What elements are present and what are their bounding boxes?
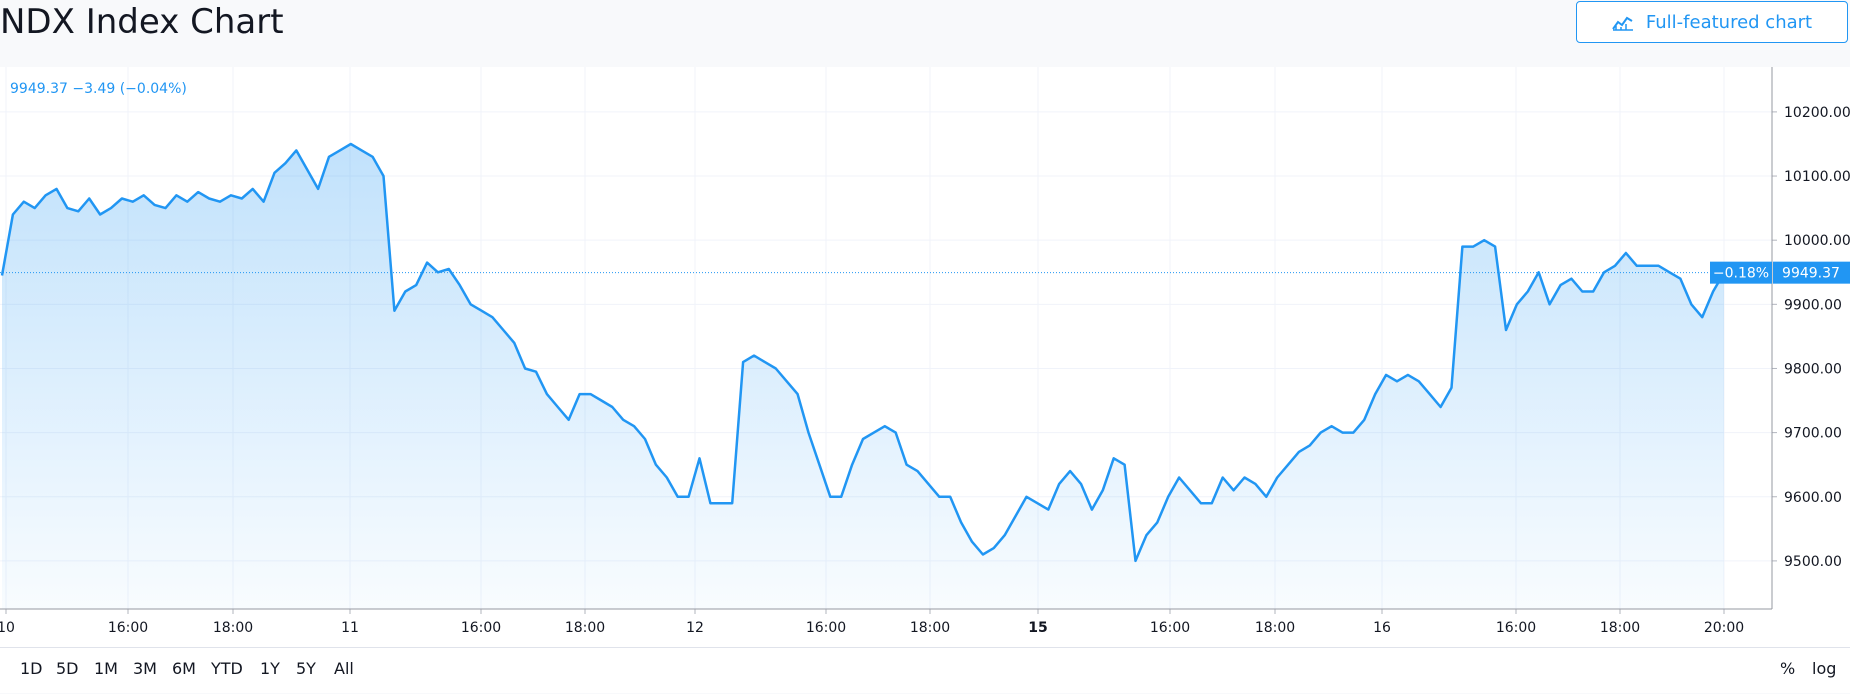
- pct-change-label: −0.18%: [1713, 266, 1769, 282]
- legend-change: −3.49: [72, 81, 116, 97]
- timeframe-1m-button[interactable]: 1M: [94, 659, 118, 678]
- x-tick-label: 16:00: [806, 620, 846, 636]
- legend-price: 9949.37: [10, 81, 68, 97]
- x-tick-label: 18:00: [1600, 620, 1640, 636]
- timeframe-1d-button[interactable]: 1D: [20, 659, 43, 678]
- y-tick-label: 9500.00: [1784, 554, 1842, 570]
- y-tick-label: 10100.00: [1784, 169, 1850, 185]
- series-line: [0, 142, 1726, 563]
- x-tick-label: 10: [0, 620, 15, 636]
- x-tick-label: 18:00: [213, 620, 253, 636]
- timeframe-1y-button[interactable]: 1Y: [260, 659, 280, 678]
- y-tick-label: 9900.00: [1784, 297, 1842, 313]
- percent-scale-button[interactable]: %: [1780, 659, 1796, 678]
- x-tick-label: 11: [341, 620, 359, 636]
- price-legend: 9949.37 −3.49 (−0.04%): [10, 81, 187, 97]
- y-tick-label: 10200.00: [1784, 105, 1850, 121]
- timeframe-bar: 1D 5D 1M 3M 6M YTD 1Y 5Y All % log: [0, 647, 1850, 694]
- timeframe-5d-button[interactable]: 5D: [56, 659, 79, 678]
- last-price-badge: [1773, 261, 1850, 284]
- legend-change-pct: (−0.04%): [119, 81, 187, 97]
- x-tick-label: 18:00: [1255, 620, 1295, 636]
- timeframe-all-button[interactable]: All: [334, 659, 354, 678]
- price-chart[interactable]: 10200.00 10100.00 10000.00 9900.00 9800.00 97…: [0, 67, 1850, 647]
- y-tick-label: 9700.00: [1784, 426, 1842, 442]
- y-tick-label: 9600.00: [1784, 490, 1842, 506]
- x-tick-label: 20:00: [1704, 620, 1744, 636]
- page-title: NDX Index Chart: [0, 2, 284, 42]
- x-tick-label: 15: [1028, 620, 1047, 636]
- x-tick-label: 18:00: [565, 620, 605, 636]
- y-tick-label: 10000.00: [1784, 233, 1850, 249]
- full-featured-chart-label: Full-featured chart: [1645, 11, 1813, 33]
- price-label: −0.18% 9949.37: [0, 261, 1850, 284]
- series-layer: [0, 142, 1726, 609]
- last-price-label: 9949.37: [1782, 266, 1840, 282]
- timeframe-6m-button[interactable]: 6M: [172, 659, 196, 678]
- timeframe-ytd-button[interactable]: YTD: [211, 659, 243, 678]
- y-tick-label: 9800.00: [1784, 361, 1842, 377]
- chart-line-icon: [1612, 16, 1633, 31]
- timeframe-5y-button[interactable]: 5Y: [296, 659, 316, 678]
- axes: 10200.00 10100.00 10000.00 9900.00 9800.00 97…: [0, 67, 1850, 636]
- pct-change-badge: [1710, 261, 1772, 284]
- x-tick-label: 16:00: [1150, 620, 1190, 636]
- x-tick-label: 16: [1373, 620, 1391, 636]
- full-featured-chart-button[interactable]: Full-featured chart: [1576, 1, 1848, 43]
- x-tick-label: 16:00: [461, 620, 501, 636]
- chart-panel[interactable]: 10200.00 10100.00 10000.00 9900.00 9800.00 97…: [0, 67, 1850, 693]
- timeframe-3m-button[interactable]: 3M: [133, 659, 157, 678]
- x-tick-label: 16:00: [108, 620, 148, 636]
- log-scale-button[interactable]: log: [1812, 659, 1837, 678]
- x-tick-label: 18:00: [910, 620, 950, 636]
- series-area: [2, 144, 1724, 609]
- x-tick-label: 16:00: [1496, 620, 1536, 636]
- x-tick-label: 12: [686, 620, 704, 636]
